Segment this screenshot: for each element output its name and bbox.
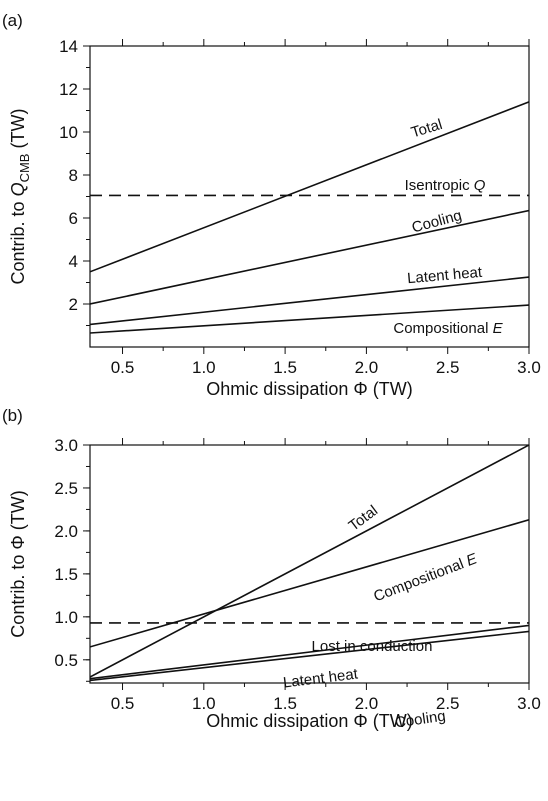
panel-label: (a) (2, 11, 23, 30)
series-line-compositional-e (90, 519, 529, 648)
y-tick-label: 12 (59, 80, 78, 99)
series-label-compositional-e: Compositional E (393, 320, 503, 337)
y-tick-label: 3.0 (54, 436, 78, 455)
series-label-part: Lost in conduction (312, 638, 433, 655)
y-tick-label: 2.5 (54, 479, 78, 498)
series-label-part: Cooling (394, 708, 447, 732)
y-tick-label: 4 (69, 252, 78, 271)
x-tick-label: 2.0 (355, 694, 379, 713)
y-axis-label-part: (TW) (8, 109, 28, 154)
series-label-part: Compositional (393, 320, 492, 337)
y-axis-label: Contrib. to QCMB (TW) (8, 109, 32, 285)
x-tick-label: 2.0 (355, 358, 379, 377)
y-tick-label: 10 (59, 123, 78, 142)
series-line-total (90, 101, 529, 273)
y-axis-label-part: Contrib. to (8, 196, 28, 284)
y-tick-label: 1.0 (54, 608, 78, 627)
series-line-latent-heat (90, 624, 529, 680)
plot-frame (89, 444, 530, 684)
series-label-total: Total (409, 116, 444, 142)
y-tick-label: 1.5 (54, 565, 78, 584)
series-label-part: E (493, 320, 504, 337)
series-label-part: Cooling (410, 207, 464, 237)
y-tick-label: 8 (69, 166, 78, 185)
series-label-part: Isentropic (405, 177, 474, 194)
x-tick-label: 1.5 (273, 694, 297, 713)
series-label-latent-heat: Latent heat (406, 264, 483, 288)
x-axis-label: Ohmic dissipation Φ (TW) (206, 711, 412, 731)
series-label-part: Latent heat (406, 264, 483, 288)
y-axis-label-part: CMB (17, 154, 32, 183)
series-line-total (90, 445, 529, 678)
x-tick-label: 0.5 (111, 694, 135, 713)
y-axis-label-part: Q (8, 182, 28, 196)
series-label-part: Q (474, 177, 486, 194)
series-label-part: Total (409, 116, 444, 142)
series-label-isentropic-q: Isentropic Q (405, 177, 486, 194)
series-label-part: Latent heat (282, 665, 359, 691)
x-axis-label: Ohmic dissipation Φ (TW) (206, 379, 412, 399)
plot-frame (89, 45, 530, 348)
y-tick-label: 0.5 (54, 651, 78, 670)
series-line-compositional-e (90, 304, 529, 334)
series-line-cooling (90, 630, 529, 682)
x-tick-label: 1.0 (192, 694, 216, 713)
series-line-latent-heat (90, 276, 529, 326)
y-axis-label: Contrib. to Φ (TW) (8, 490, 28, 637)
y-tick-label: 6 (69, 209, 78, 228)
panel-label: (b) (2, 406, 23, 425)
series-label-part: Total (346, 502, 382, 535)
y-tick-label: 2.0 (54, 522, 78, 541)
x-tick-label: 2.5 (436, 694, 460, 713)
x-tick-label: 1.5 (273, 358, 297, 377)
series-label-total: Total (346, 502, 382, 535)
chart-panel-a: (a) 0.5 1.0 1.5 2.0 2.5 3.0 2 4 6 8 10 12 14 Ohmic dis… (2, 11, 541, 399)
series-label-lost-in-conduction: Lost in conduction (312, 638, 433, 655)
chart-panel-b: (b) 0.5 1.0 1.5 2.0 2.5 3.0 0.5 1.0 1.5 2.0 2.5 3.0 O… (2, 406, 541, 732)
y-tick-label: 14 (59, 37, 78, 56)
x-tick-label: 1.0 (192, 358, 216, 377)
series-line-cooling (90, 209, 529, 305)
x-tick-label: 0.5 (111, 358, 135, 377)
x-tick-label: 2.5 (436, 358, 460, 377)
series-label-cooling: Cooling (410, 207, 464, 237)
y-axis-label-part: Contrib. to Φ (TW) (8, 490, 28, 637)
y-tick-label: 2 (69, 295, 78, 314)
x-tick-label: 3.0 (517, 694, 541, 713)
x-tick-label: 3.0 (517, 358, 541, 377)
series-label-cooling: Cooling (394, 708, 447, 732)
series-label-compositional-e: Compositional E (371, 550, 480, 605)
series-label-latent-heat: Latent heat (282, 665, 359, 691)
